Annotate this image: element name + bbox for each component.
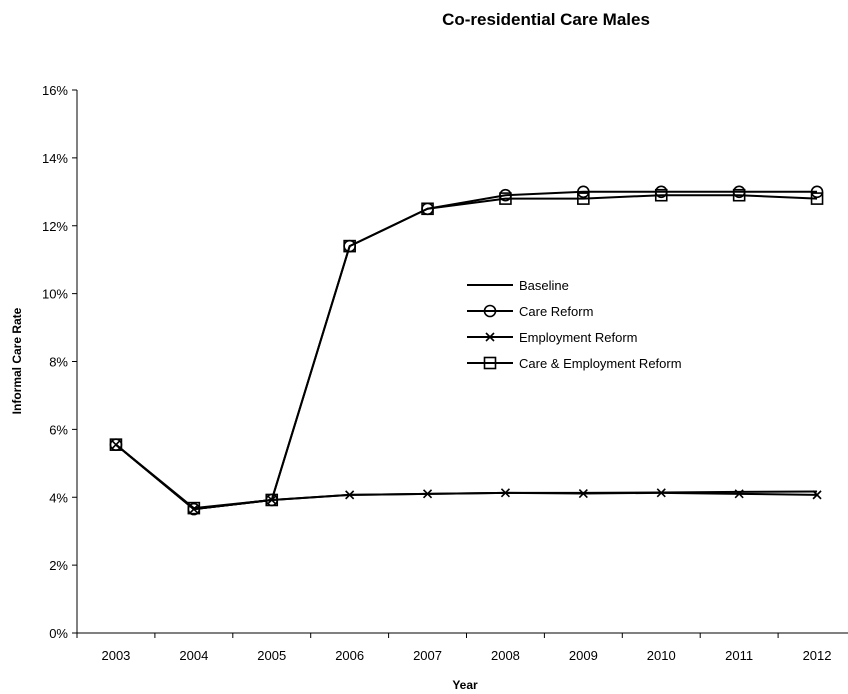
- series-3-point-stroke: [578, 488, 588, 499]
- series-line-3: [115, 443, 818, 511]
- legend-label: Care & Employment Reform: [519, 356, 682, 371]
- y-tick-label: 16%: [42, 83, 68, 98]
- x-axis-title: Year: [452, 678, 478, 692]
- legend-marker: [483, 304, 497, 318]
- series-3-point-stroke: [111, 440, 121, 450]
- series-3-point-stroke: [422, 489, 433, 499]
- y-tick-label: 2%: [49, 558, 68, 573]
- x-tick-label: 2004: [179, 648, 208, 663]
- y-tick-label: 10%: [42, 287, 68, 302]
- y-tick-label: 12%: [42, 219, 68, 234]
- x-tick-label: 2003: [101, 648, 130, 663]
- chart-title: Co-residential Care Males: [442, 10, 650, 29]
- legend-marker: [483, 356, 497, 370]
- series-3-point: [734, 489, 744, 499]
- series-3-point: [345, 490, 355, 500]
- series-3-point: [578, 488, 588, 499]
- y-tick-label: 8%: [49, 355, 68, 370]
- series-3-point: [812, 490, 822, 500]
- y-tick-label: 0%: [49, 626, 68, 641]
- x-tick-label: 2007: [413, 648, 442, 663]
- series-4-point: [499, 192, 512, 205]
- series-3-point-stroke: [734, 489, 744, 499]
- legend-entry: Baseline: [467, 278, 569, 293]
- series-3-point-stroke: [345, 490, 355, 500]
- x-tick-label: 2009: [569, 648, 598, 663]
- legend-label: Baseline: [519, 278, 569, 293]
- series-3-point-stroke: [656, 488, 666, 498]
- series-3-point-stroke: [189, 504, 199, 514]
- series-3-point: [656, 488, 666, 498]
- series-4-point: [109, 438, 123, 451]
- legend-label: Employment Reform: [519, 330, 637, 345]
- series-4-point: [577, 192, 590, 205]
- y-tick-label: 14%: [42, 151, 68, 166]
- series-3-point-stroke: [812, 490, 822, 500]
- series-4-point: [343, 239, 356, 253]
- series-line-4: [115, 194, 818, 510]
- legend-marker-stroke: [485, 332, 495, 342]
- x-tick-label: 2005: [257, 648, 286, 663]
- legend-label: Care Reform: [519, 304, 593, 319]
- series-3-point: [500, 488, 511, 498]
- series-4-point: [654, 188, 668, 202]
- series-line-1: [115, 443, 818, 511]
- legend-entry: Care Reform: [467, 304, 593, 319]
- series-4-point: [187, 501, 201, 515]
- series-2-point: [577, 185, 590, 199]
- series-4-point: [265, 493, 279, 507]
- y-tick-label: 4%: [49, 490, 68, 505]
- x-tick-label: 2006: [335, 648, 364, 663]
- series-3-point-stroke: [500, 488, 511, 498]
- series-4-point: [810, 192, 824, 205]
- x-tick-label: 2010: [647, 648, 676, 663]
- series-4-point: [732, 188, 746, 202]
- legend-marker: [485, 332, 495, 342]
- x-tick-label: 2011: [725, 648, 753, 663]
- series-3-point: [422, 489, 433, 499]
- x-tick-label: 2008: [491, 648, 520, 663]
- x-tick-label: 2012: [803, 648, 832, 663]
- series-2-point: [810, 185, 824, 199]
- y-tick-label: 6%: [49, 422, 68, 437]
- series-line-2: [115, 190, 818, 511]
- series-4-point: [421, 202, 434, 216]
- y-axis-title: Informal Care Rate: [10, 307, 24, 414]
- legend-entry: Employment Reform: [467, 330, 637, 345]
- legend-entry: Care & Employment Reform: [467, 356, 682, 371]
